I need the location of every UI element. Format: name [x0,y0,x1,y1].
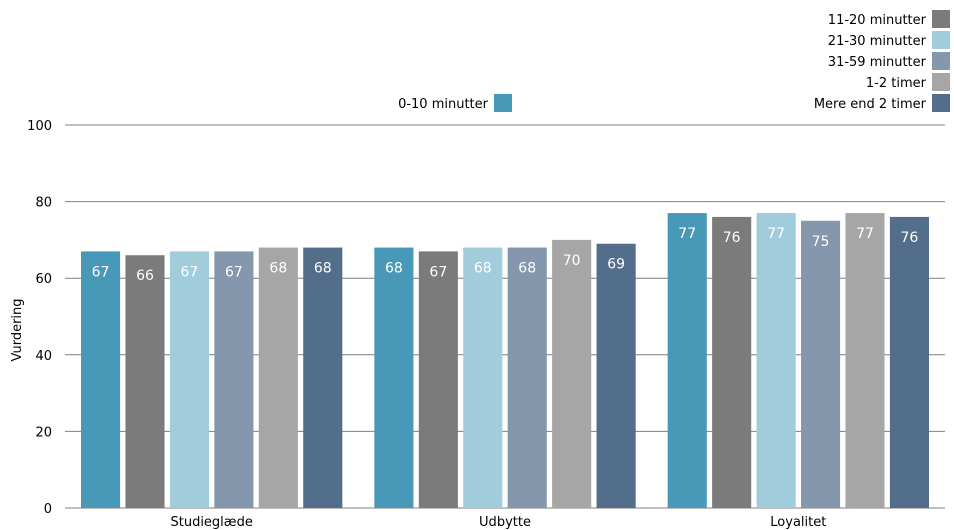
gridlines [65,124,945,509]
category-label: Studieglæde [170,515,252,530]
bar [596,243,636,509]
legend-label: 21-30 minutter [828,34,927,49]
bar [756,213,796,508]
data-label: 67 [92,264,110,280]
data-label: 67 [225,264,243,280]
bar [125,255,165,508]
legend-label: 0-10 minutter [398,97,489,112]
data-labels: 67 66 67 67 68 68 68 67 68 68 70 69 77 76 77 75 77 76 [92,226,919,284]
data-label: 68 [518,261,536,277]
category-label: Udbytte [479,515,531,530]
data-label: 67 [429,264,447,280]
y-tick-label: 0 [44,502,52,517]
data-label: 68 [474,261,492,277]
category-label: Loyalitet [770,515,826,530]
legend-swatch [494,94,512,112]
bar [258,247,298,508]
legend-swatch [932,73,950,91]
bar [81,251,121,508]
y-tick-label: 20 [35,425,52,440]
legend-swatch [932,52,950,70]
data-label: 69 [607,257,625,273]
bar [214,251,254,508]
y-tick-label: 40 [35,349,52,364]
legend: 0-10 minutter 11-20 minutter 21-30 minutte… [398,10,950,112]
y-axis-ticks: 0 20 40 60 80 100 [27,119,52,517]
data-label: 68 [314,261,332,277]
data-label: 68 [269,261,287,277]
data-label: 76 [723,230,741,246]
y-axis-title: Vurdering [10,298,25,361]
legend-label: 1-2 timer [866,76,927,91]
bar [463,247,503,508]
bar [667,213,707,508]
data-label: 77 [678,226,696,242]
data-label: 66 [136,268,154,284]
bar [845,213,885,508]
bar [712,216,752,509]
x-axis-categories: Studieglæde Udbytte Loyalitet [170,515,826,530]
y-tick-label: 100 [27,119,52,134]
bar [801,220,841,508]
bars [81,213,929,509]
data-label: 67 [181,264,199,280]
bar [552,239,592,508]
data-label: 75 [812,234,830,250]
legend-swatch [932,94,950,112]
legend-swatch [932,10,950,28]
legend-label: 11-20 minutter [828,13,927,28]
legend-label: 31-59 minutter [828,55,927,70]
legend-label: Mere end 2 timer [814,97,927,112]
bar [507,247,547,508]
data-label: 68 [385,261,403,277]
bar [418,251,458,508]
data-label: 77 [767,226,785,242]
bar [374,247,414,508]
data-label: 70 [563,253,581,269]
legend-swatch [932,31,950,49]
bar [303,247,343,508]
data-label: 77 [856,226,874,242]
y-tick-label: 80 [35,196,52,211]
y-tick-label: 60 [35,272,52,287]
data-label: 76 [901,230,919,246]
bar [889,216,929,509]
bar [169,251,209,508]
